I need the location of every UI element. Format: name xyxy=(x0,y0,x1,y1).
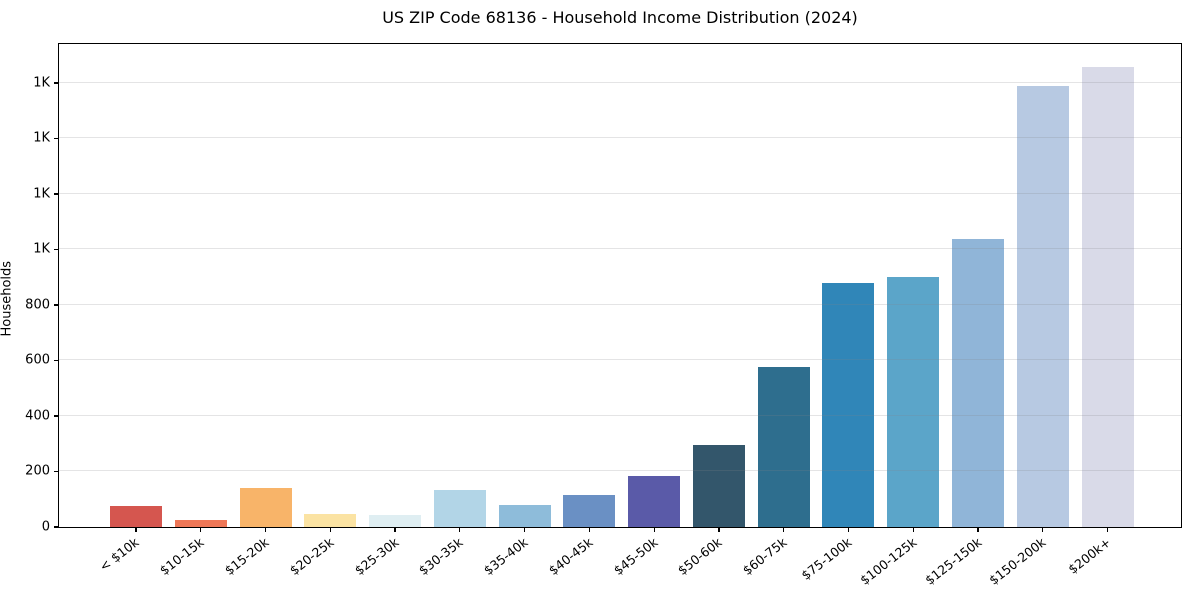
y-tick-label-400: 400 xyxy=(25,408,50,424)
x-axis-tick xyxy=(135,527,137,532)
x-axis-tick xyxy=(977,527,979,532)
x-axis-tick xyxy=(1106,527,1109,532)
plot-area xyxy=(58,43,1182,528)
x-axis-tick xyxy=(459,527,461,532)
y-tick-label-800: 800 xyxy=(25,297,50,313)
x-tick-label-75-100k: $75-100k xyxy=(798,534,855,583)
bar-75-100k xyxy=(822,282,875,527)
x-tick-label-20-25k: $20-25k xyxy=(286,534,337,578)
x-axis-tick xyxy=(394,527,396,532)
bar-10-15k xyxy=(174,520,227,527)
x-tick-label-60-75k: $60-75k xyxy=(739,534,790,578)
y-axis-tick xyxy=(54,248,59,251)
gridline-y-1000 xyxy=(59,248,1181,250)
bar-20-25k xyxy=(304,514,357,527)
x-axis-tick xyxy=(264,527,267,532)
x-tick-label-125-150k: $125-150k xyxy=(921,534,985,588)
y-axis-tick xyxy=(54,415,59,417)
bar-125-150k xyxy=(952,238,1004,527)
bar-10k xyxy=(110,506,162,527)
gridline-y-1400 xyxy=(59,137,1181,139)
gridline-y-600 xyxy=(59,359,1181,361)
x-tick-label-10-15k: $10-15k xyxy=(156,534,207,578)
bar-60-75k xyxy=(757,366,810,527)
x-axis-tick xyxy=(718,527,720,532)
y-axis-tick xyxy=(54,82,59,84)
bar-40-45k xyxy=(563,495,616,527)
bar-15-20k xyxy=(239,488,292,527)
y-axis-tick xyxy=(54,470,59,473)
x-axis-tick xyxy=(329,527,331,532)
gridline-y-200 xyxy=(59,470,1181,472)
x-axis-tick xyxy=(200,527,202,532)
bar-100-125k xyxy=(887,276,940,527)
y-tick-label-200: 200 xyxy=(25,463,50,479)
x-tick-label-15-20k: $15-20k xyxy=(221,534,272,578)
x-tick-label-45-50k: $45-50k xyxy=(610,534,661,578)
gridline-y-800 xyxy=(59,303,1181,305)
bar-35-40k xyxy=(498,505,551,527)
gridline-y-1600 xyxy=(59,81,1181,83)
y-tick-label-600: 600 xyxy=(25,352,50,368)
y-axis-tick xyxy=(54,137,59,140)
x-axis-tick xyxy=(588,527,591,532)
x-axis-tick xyxy=(847,527,850,532)
y-axis-tick xyxy=(54,193,59,195)
y-tick-label-0: 0 xyxy=(41,519,50,535)
x-tick-label-10k: < $10k xyxy=(96,534,143,575)
y-axis-tick xyxy=(54,304,59,306)
bar-30-35k xyxy=(433,489,486,527)
x-tick-label-150-200k: $150-200k xyxy=(986,534,1049,588)
gridline-y-400 xyxy=(59,414,1181,416)
x-tick-label-25-30k: $25-30k xyxy=(351,534,402,578)
x-tick-label-200k: $200k+ xyxy=(1065,534,1114,577)
x-tick-label-40-45k: $40-45k xyxy=(545,534,596,578)
chart-title: US ZIP Code 68136 - Household Income Dis… xyxy=(382,8,858,27)
x-tick-label-30-35k: $30-35k xyxy=(416,534,466,578)
y-axis-tick xyxy=(54,359,59,362)
gridline-y-1200 xyxy=(59,192,1181,194)
x-tick-label-50-60k: $50-60k xyxy=(675,534,725,578)
x-axis-tick xyxy=(783,527,785,532)
plot-frame xyxy=(58,43,1182,528)
x-tick-label-100-125k: $100-125k xyxy=(856,534,920,588)
x-axis-tick xyxy=(523,527,526,532)
bar-200k xyxy=(1081,67,1134,527)
bar-150-200k xyxy=(1016,85,1069,527)
bar-50-60k xyxy=(692,444,745,527)
y-tick-label-1200: 1K xyxy=(33,186,50,202)
bar-25-30k xyxy=(369,515,422,527)
x-tick-label-35-40k: $35-40k xyxy=(480,534,531,578)
x-axis-tick xyxy=(653,527,655,532)
y-tick-label-1600: 1K xyxy=(33,75,50,91)
x-axis-tick xyxy=(1042,527,1044,532)
y-tick-label-1000: 1K xyxy=(33,241,50,257)
bar-45-50k xyxy=(628,475,681,527)
x-axis-tick xyxy=(912,527,914,532)
y-axis-tick xyxy=(54,526,59,528)
y-tick-label-1400: 1K xyxy=(33,130,50,146)
